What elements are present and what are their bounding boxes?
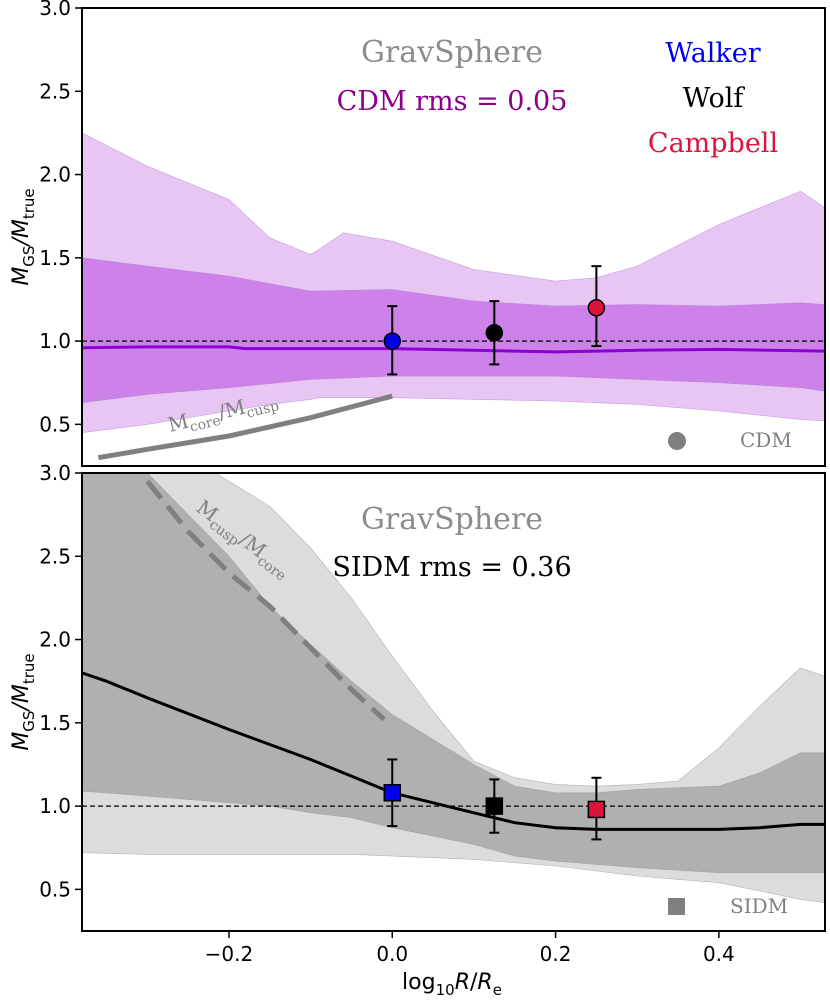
top-ylabel-sub1: GS [20, 246, 38, 267]
bottom-points [383, 758, 606, 841]
top-ylabel-mid: /M [9, 219, 34, 247]
top-y-axis-label: MGS/Mtrue [9, 188, 38, 285]
bottom-median-line [82, 671, 825, 831]
marker-square [383, 784, 402, 802]
top-axes-frame [81, 7, 826, 467]
top-ylabel-main: M [9, 267, 34, 286]
top-ratio-label-mid: /M [216, 394, 248, 424]
xlabel-sub: 10 [436, 981, 455, 999]
legend-wolf: Wolf [683, 83, 746, 114]
xlabel-re-sub: e [493, 981, 502, 999]
top-rms-label: CDM rms = 0.05 [337, 86, 568, 117]
top-title: GravSphere [361, 35, 543, 70]
top-band-inner [82, 257, 825, 404]
legend-campbell: Campbell [648, 128, 778, 159]
xlabel-slash: / [470, 970, 478, 995]
bottom-ylabel-main: M [9, 732, 34, 751]
marker-circle [485, 324, 504, 342]
bottom-title: GravSphere [361, 502, 543, 537]
y-tick-label: 2.5 [39, 79, 71, 103]
legend-walker: Walker [665, 38, 760, 69]
y-tick-label: 2.5 [39, 544, 71, 568]
y-tick-label: 3.0 [39, 0, 71, 20]
data-point-walker [383, 305, 402, 376]
data-point-wolf [485, 778, 504, 834]
data-point-campbell [587, 265, 606, 348]
top-ylabel-sub2: true [20, 188, 38, 219]
bottom-rms-label: SIDM rms = 0.36 [332, 552, 571, 583]
data-point-campbell [587, 776, 606, 841]
bottom-ylabel-sub2: true [20, 653, 38, 684]
xlabel-main: log [402, 970, 436, 995]
bottom-ylabel-sub1: GS [20, 711, 38, 732]
y-tick-label: 1.0 [39, 329, 71, 353]
data-point-wolf [485, 300, 504, 366]
panel-top: 0.5 1.0 1.5 2.0 2.5 3.0 GravSphere CDM rms = … [9, 0, 826, 467]
top-legend-circle-marker [668, 432, 686, 450]
bottom-band-inner [82, 473, 825, 873]
xlabel-re: R [477, 970, 492, 995]
marker-square [485, 797, 504, 815]
bottom-y-axis-label: MGS/Mtrue [9, 653, 38, 750]
bottom-cusp-core-curve [145, 479, 386, 722]
y-tick-label: 3.0 [39, 461, 71, 485]
y-tick-label: 0.5 [39, 412, 71, 436]
x-tick-label: −0.2 [205, 942, 254, 966]
y-tick-label: 1.5 [39, 711, 71, 735]
bottom-legend-sidm-label: SIDM [730, 894, 788, 918]
bottom-axes-frame [81, 472, 826, 932]
marker-circle [587, 299, 606, 317]
top-core-cusp-curve [97, 393, 393, 461]
top-y-ticks: 0.5 1.0 1.5 2.0 2.5 3.0 [39, 0, 82, 436]
xlabel-r: R [455, 970, 470, 995]
top-ratio-label-sub1: core [188, 413, 222, 436]
data-point-walker [383, 758, 402, 828]
bottom-legend-square-marker [668, 898, 685, 915]
x-tick-label: 0.2 [540, 942, 572, 966]
y-tick-label: 1.5 [39, 246, 71, 270]
top-ratio-label-sub2: cusp [245, 398, 281, 422]
bottom-ylabel-mid: /M [9, 684, 34, 712]
x-tick-label: 0.0 [376, 942, 408, 966]
bottom-y-ticks: 0.5 1.0 1.5 2.0 2.5 3.0 [39, 461, 82, 901]
marker-circle [383, 332, 402, 350]
y-tick-label: 2.0 [39, 628, 71, 652]
x-axis-label: log10R/Re [402, 970, 502, 999]
y-tick-label: 1.0 [39, 794, 71, 818]
marker-square [587, 800, 606, 819]
y-tick-label: 0.5 [39, 877, 71, 901]
top-ratio-curve-label: Mcore/Mcusp [165, 386, 280, 440]
x-tick-label: 0.4 [703, 942, 735, 966]
top-points [383, 265, 606, 376]
y-tick-label: 2.0 [39, 163, 71, 187]
bottom-x-ticks: −0.2 0.0 0.2 0.4 [205, 931, 735, 966]
top-legend-cdm-label: CDM [740, 428, 792, 452]
panel-bottom: 0.5 1.0 1.5 2.0 2.5 3.0 −0.2 0.0 0.2 0.4 GravSph… [9, 461, 826, 999]
